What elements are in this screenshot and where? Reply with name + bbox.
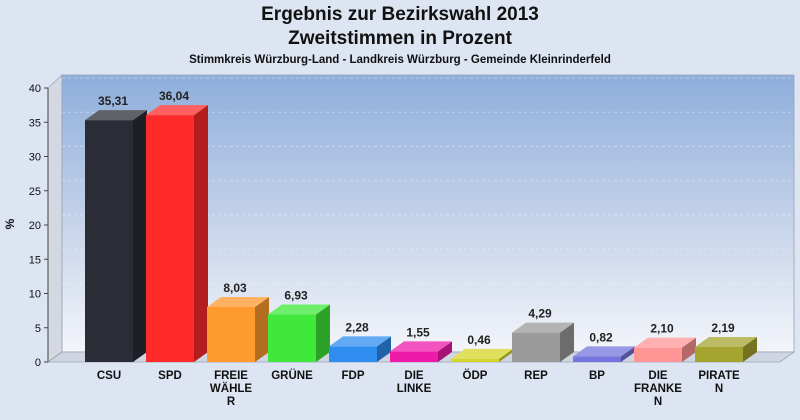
bar-top [329, 336, 391, 347]
category-label: FDP [342, 370, 365, 382]
chart-caption: Stimmkreis Würzburg-Land - Landkreis Wür… [189, 54, 611, 66]
value-label: 8,03 [223, 281, 247, 295]
category-label: FREIE WÄHLE R [210, 370, 252, 408]
bar [85, 110, 147, 363]
value-label: 2,28 [345, 320, 369, 334]
bar-front [146, 115, 194, 362]
bar [390, 341, 452, 362]
bar [146, 105, 208, 362]
bar-top [268, 304, 330, 315]
category-label: PIRATE N [698, 370, 740, 395]
bar-front [451, 358, 499, 362]
bar-front [390, 351, 438, 362]
y-tick-label: 10 [29, 289, 41, 301]
chart-title: Ergebnis zur Bezirkswahl 2013 [261, 4, 539, 25]
value-label: 2,19 [711, 321, 735, 335]
bar-side [682, 337, 696, 362]
bar-front [634, 347, 682, 362]
bar-front [329, 346, 377, 362]
bar-front [573, 356, 621, 362]
bar-top [390, 341, 452, 352]
category-label: GRÜNE [271, 369, 313, 382]
value-label: 0,46 [467, 333, 491, 347]
value-label: 0,82 [589, 330, 613, 344]
value-label: 36,04 [159, 89, 189, 103]
y-tick-label: 20 [29, 220, 41, 232]
bar-top [85, 110, 147, 121]
category-label: REP [524, 370, 548, 382]
value-label: 1,55 [406, 325, 430, 339]
value-label: 2,10 [650, 322, 674, 336]
bar [634, 337, 696, 362]
bar-side [133, 110, 147, 363]
bar-side [560, 322, 574, 362]
y-tick-label: 0 [35, 357, 41, 369]
y-tick-label: 15 [29, 254, 41, 266]
category-label: ÖDP [463, 369, 488, 382]
chart-subtitle: Zweitstimmen in Prozent [288, 28, 512, 49]
category-label: BP [589, 370, 605, 382]
bar-front [695, 346, 743, 362]
y-tick-label: 40 [29, 83, 41, 95]
y-tick-label: 25 [29, 186, 41, 198]
bar [329, 336, 391, 362]
category-label: SPD [158, 370, 182, 382]
bar-side [743, 336, 757, 362]
bar [451, 348, 513, 362]
bar-top [451, 348, 513, 359]
bar-top [695, 336, 757, 347]
y-tick-label: 5 [35, 323, 41, 335]
bar-side [438, 341, 452, 362]
y-axis-label: % [3, 218, 17, 229]
value-label: 6,93 [284, 289, 308, 303]
bar-side [194, 105, 208, 362]
bar-front [268, 314, 316, 362]
bar [512, 322, 574, 362]
y-tick-label: 30 [29, 152, 41, 164]
bar [695, 336, 757, 362]
bar-front [512, 332, 560, 362]
bar-side [255, 296, 269, 362]
plot-side-wall [47, 74, 63, 363]
bar-top [512, 322, 574, 333]
bar [207, 296, 269, 362]
bar-front [85, 120, 133, 363]
bar-side [621, 346, 635, 362]
bar-top [573, 346, 635, 357]
value-label: 4,29 [528, 307, 552, 321]
bar-side [316, 304, 330, 362]
bar-top [146, 105, 208, 116]
bar [573, 346, 635, 362]
category-label: CSU [97, 370, 121, 382]
category-label: DIE LINKE [397, 370, 432, 395]
category-label: DIE FRANKE N [634, 370, 682, 408]
value-label: 35,31 [98, 94, 128, 108]
bar-side [377, 336, 391, 362]
bar [268, 304, 330, 362]
bar-side [499, 348, 513, 362]
bar-top [207, 296, 269, 307]
bar-top [634, 337, 696, 348]
bar-front [207, 306, 255, 362]
y-tick-label: 35 [29, 117, 41, 129]
